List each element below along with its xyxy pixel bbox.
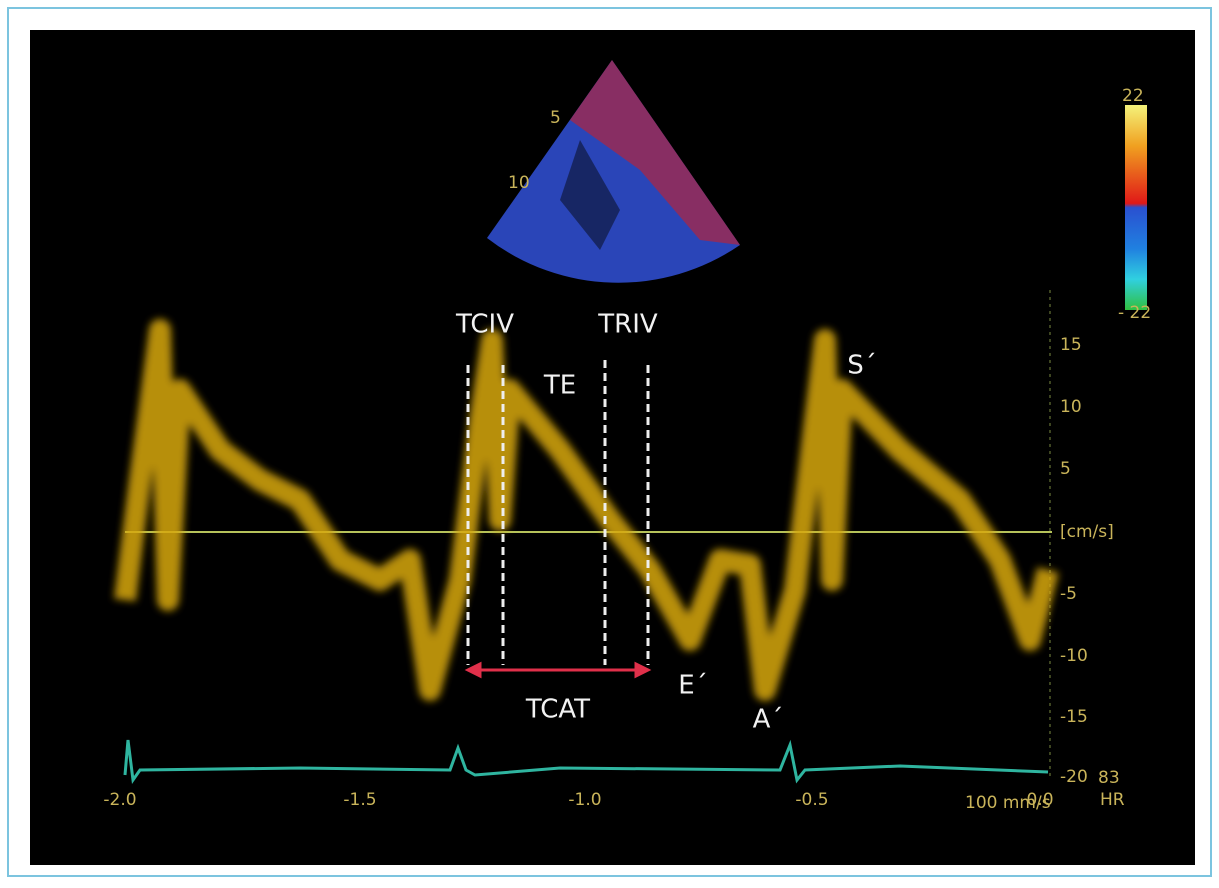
y-tick-label: -5 xyxy=(1060,584,1077,604)
y-tick-label: 10 xyxy=(1060,397,1082,417)
depth: 10 xyxy=(508,173,530,193)
depth: 5 xyxy=(550,108,561,128)
heart-rate-unit: HR xyxy=(1100,790,1125,810)
x-tick-label: -2.0 xyxy=(103,790,136,810)
label: TCAT xyxy=(525,695,590,725)
color-bar xyxy=(1125,105,1147,310)
y-tick-label: -15 xyxy=(1060,707,1088,727)
figure: 5 10 22 - 22 15 10 5 [cm/s] -5 -10 -15 -20 -2.0… xyxy=(0,0,1219,884)
y-tick-label: 5 xyxy=(1060,459,1071,479)
color-min: - 22 xyxy=(1118,303,1151,323)
x-tick-label: -0.5 xyxy=(795,790,828,810)
y-tick-label: 15 xyxy=(1060,335,1082,355)
x-tick-label: -1.0 xyxy=(568,790,601,810)
label: TRIV xyxy=(597,310,658,340)
y-tick-label: -20 xyxy=(1060,767,1088,787)
label: TCIV xyxy=(455,310,514,340)
x-tick-label: -1.5 xyxy=(343,790,376,810)
sweep: 100 mm/s xyxy=(965,793,1051,813)
label: S´ xyxy=(847,351,877,381)
heart-rate: 83 xyxy=(1098,768,1120,788)
label: TE xyxy=(543,371,576,401)
label: E´ xyxy=(678,671,707,701)
y-tick-label: [cm/s] xyxy=(1060,522,1114,542)
y-tick-label: -10 xyxy=(1060,646,1088,666)
color-max: 22 xyxy=(1122,86,1144,106)
label: A´ xyxy=(753,705,784,735)
